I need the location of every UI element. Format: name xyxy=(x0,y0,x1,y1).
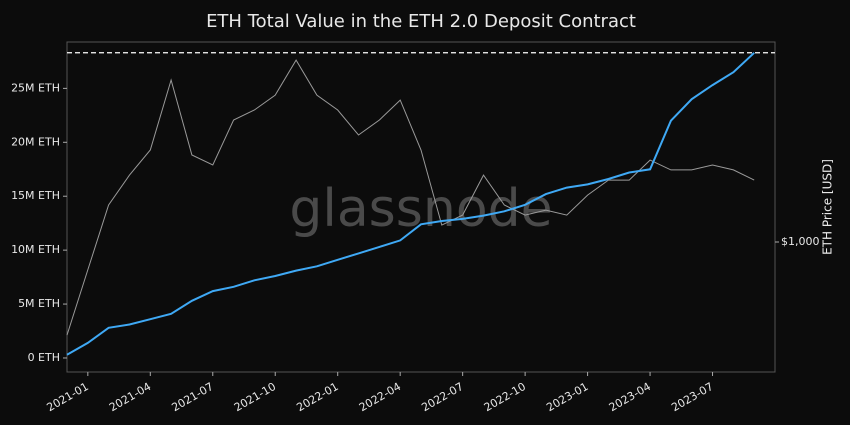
plot-frame xyxy=(66,41,776,373)
y2-axis-label: ETH Price [USD] xyxy=(821,159,835,255)
chart-title: ETH Total Value in the ETH 2.0 Deposit C… xyxy=(206,11,636,32)
y-tick-label: 15M ETH xyxy=(11,189,60,202)
y-tick-label: 10M ETH xyxy=(11,243,60,256)
y-tick-label: 5M ETH xyxy=(18,297,60,310)
y-tick-label: 25M ETH xyxy=(11,81,60,94)
series-line xyxy=(66,52,755,356)
y2-tick-label: $1,000 xyxy=(781,235,820,248)
y-tick-label: 20M ETH xyxy=(11,135,60,148)
y-tick-label: 0 ETH xyxy=(28,351,60,364)
